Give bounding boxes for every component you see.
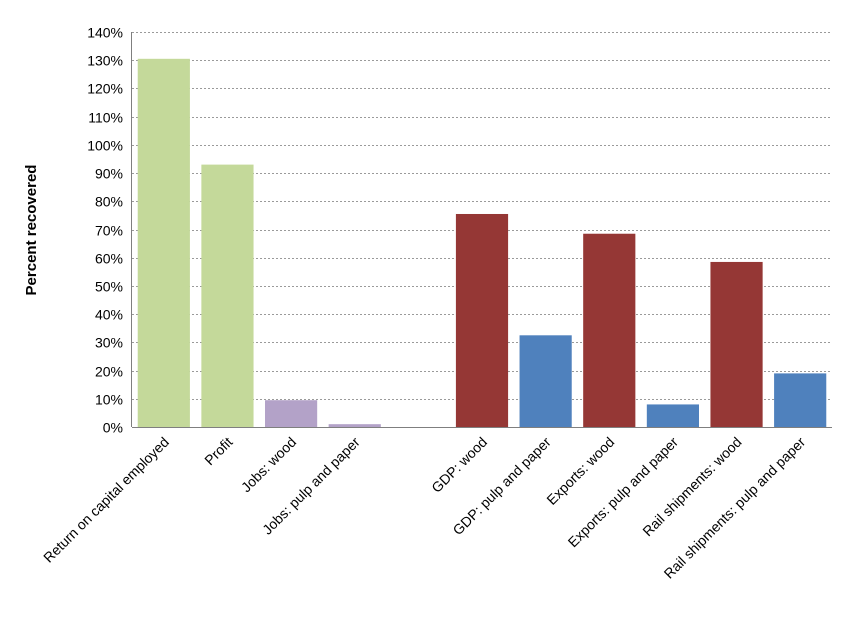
y-tick-label: 10%	[95, 392, 123, 408]
y-tick-label: 130%	[87, 53, 123, 69]
y-tick-label: 70%	[95, 223, 123, 239]
y-tick-label: 20%	[95, 364, 123, 380]
x-axis-labels: Return on capital employed Profit Jobs: wo…	[40, 434, 808, 582]
y-tick-label: 30%	[95, 335, 123, 351]
bar	[455, 213, 509, 427]
x-tick-label: Rail shipments: pulp and paper	[661, 434, 809, 582]
y-tick-label: 40%	[95, 307, 123, 323]
bar	[519, 335, 572, 427]
bar	[646, 404, 699, 427]
bar	[583, 233, 636, 427]
bars	[137, 58, 827, 428]
y-axis-ticks: 0% 10% 20% 30% 40% 50% 60% 70% 80% 90% 100% 110% 120…	[87, 25, 123, 436]
y-tick-label: 60%	[95, 251, 123, 267]
bar	[328, 424, 381, 427]
bar	[774, 373, 827, 427]
y-tick-label: 100%	[87, 138, 123, 154]
x-tick-label: GDP: wood	[428, 434, 490, 496]
x-tick-label: Exports: pulp and paper	[565, 434, 682, 551]
y-tick-label: 90%	[95, 166, 123, 182]
bar	[710, 261, 763, 427]
y-tick-label: 140%	[87, 25, 123, 41]
x-tick-label: Jobs: wood	[238, 434, 299, 495]
bar	[137, 58, 190, 428]
x-tick-label: Profit	[201, 434, 235, 468]
x-tick-label: Return on capital employed	[40, 434, 172, 566]
y-tick-label: 50%	[95, 279, 123, 295]
y-tick-label: 120%	[87, 81, 123, 97]
bar	[201, 164, 254, 427]
bar	[265, 400, 318, 427]
y-tick-label: 0%	[103, 420, 123, 436]
y-tick-label: 80%	[95, 194, 123, 210]
y-tick-label: 110%	[88, 110, 123, 126]
y-axis-title: Percent recovered	[23, 165, 40, 296]
